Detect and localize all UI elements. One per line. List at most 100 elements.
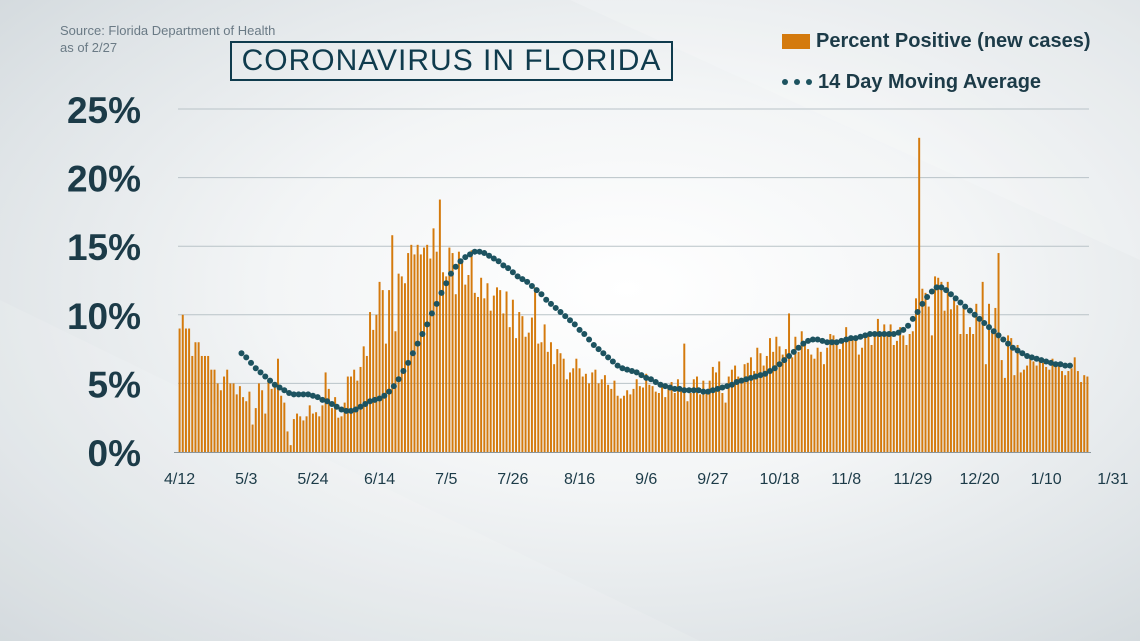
bar [765, 355, 768, 452]
moving-average-point [452, 263, 459, 270]
bar [746, 362, 749, 452]
moving-average-point [733, 379, 740, 386]
moving-average-point [581, 331, 588, 338]
bar [197, 342, 200, 452]
bar [734, 365, 737, 452]
bar [546, 351, 549, 452]
x-tick-label: 9/6 [635, 471, 657, 488]
legend: Percent Positive (new cases) 14 Day Movi… [782, 28, 1091, 110]
bar [819, 351, 822, 452]
bar [410, 244, 413, 452]
moving-average-point [695, 387, 702, 394]
moving-average-point [900, 326, 907, 333]
bar [600, 379, 603, 452]
bar [200, 355, 203, 452]
bar [1026, 365, 1029, 452]
bar [1076, 371, 1079, 452]
bar [261, 390, 264, 452]
moving-average-point [576, 326, 583, 333]
bar [664, 397, 667, 452]
bar [632, 388, 635, 452]
bar [740, 377, 743, 452]
bar [524, 336, 527, 452]
moving-average-point [328, 400, 335, 407]
moving-average-point [281, 387, 288, 394]
bar [302, 420, 305, 452]
bar [1073, 357, 1076, 452]
moving-average-point [248, 359, 255, 366]
moving-average-point [866, 331, 873, 338]
y-tick-label: 15% [67, 227, 141, 268]
bar [1080, 382, 1083, 452]
moving-average-point [443, 280, 450, 287]
moving-average-point [895, 329, 902, 336]
bar [251, 424, 254, 452]
source-note: Source: Florida Department of Health as … [60, 22, 275, 56]
moving-average-point [605, 354, 612, 361]
bar [610, 388, 613, 452]
moving-average-point [962, 303, 969, 310]
moving-average-point [805, 337, 812, 344]
moving-average-point [943, 287, 950, 294]
moving-average-point [1009, 344, 1016, 351]
bar [642, 387, 645, 452]
bar [473, 292, 476, 452]
moving-average-point [381, 392, 388, 399]
bar [308, 405, 311, 452]
bar [784, 349, 787, 452]
bar [400, 276, 403, 452]
bar [470, 250, 473, 452]
bar [219, 390, 222, 452]
moving-average-point [438, 289, 445, 296]
bar [743, 364, 746, 452]
bar [981, 281, 984, 452]
x-tick-label: 7/26 [497, 471, 528, 488]
bar [438, 199, 441, 452]
bar [603, 375, 606, 452]
bar [435, 251, 438, 452]
bar [518, 312, 521, 452]
bar [645, 373, 648, 452]
moving-average-point [400, 368, 407, 375]
x-tick-label: 5/3 [235, 471, 257, 488]
bar [327, 388, 330, 452]
moving-average-point [543, 296, 550, 303]
bar [334, 397, 337, 452]
bar [1032, 361, 1035, 452]
moving-average-point [786, 352, 793, 359]
bar [1029, 358, 1032, 452]
moving-average-point [267, 377, 274, 384]
bar [451, 253, 454, 452]
moving-average-point [309, 392, 316, 399]
x-tick-label: 8/16 [564, 471, 595, 488]
moving-average-point [500, 262, 507, 269]
bar [1035, 365, 1038, 452]
x-tick-label: 12/20 [959, 471, 999, 488]
bar [489, 310, 492, 452]
moving-average-point [947, 291, 954, 298]
moving-average-point [324, 398, 331, 405]
bar [889, 324, 892, 452]
bar [232, 383, 235, 452]
moving-average-point [600, 350, 607, 357]
bar [657, 393, 660, 452]
moving-average-point [1047, 359, 1054, 366]
moving-average-point [371, 396, 378, 403]
bar [813, 358, 816, 452]
moving-average-point [290, 391, 297, 398]
moving-average-point [657, 381, 664, 388]
moving-average-point [352, 406, 359, 413]
moving-average-point [390, 383, 397, 390]
bar [216, 383, 219, 452]
moving-average-point [586, 336, 593, 343]
moving-average-point [776, 361, 783, 368]
bar [1010, 338, 1013, 452]
moving-average-point [547, 300, 554, 307]
moving-average-point [486, 252, 493, 259]
moving-average-point [362, 400, 369, 407]
moving-average-point [971, 311, 978, 318]
bar [299, 416, 302, 452]
moving-average-point [643, 374, 650, 381]
bar [876, 318, 879, 452]
moving-average-point [738, 377, 745, 384]
